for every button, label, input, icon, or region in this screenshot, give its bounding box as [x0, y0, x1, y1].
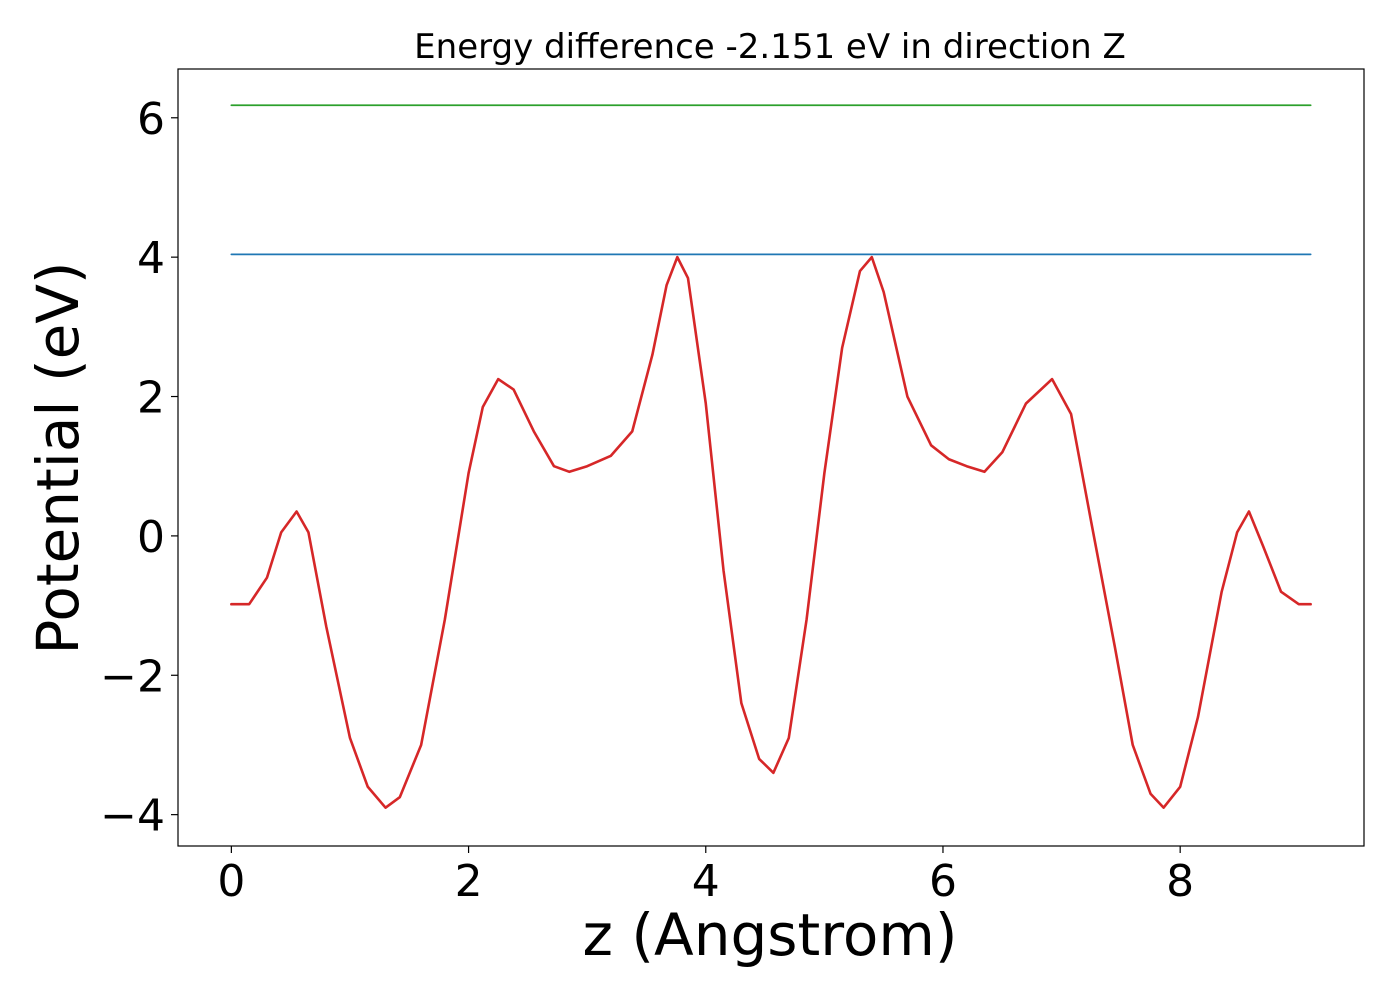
y-tick-label: 2: [137, 373, 165, 424]
x-axis: 0 2 4 6 8: [217, 846, 1194, 907]
y-tick-label: 0: [137, 512, 165, 563]
x-tick-label: 4: [692, 856, 720, 907]
x-tick-label: 6: [929, 856, 957, 907]
y-axis: −4 −2 0 2 4 6: [100, 94, 178, 842]
x-tick-label: 0: [217, 856, 245, 907]
x-tick-label: 8: [1166, 856, 1194, 907]
x-axis-label: z (Angstrom): [583, 901, 958, 969]
y-axis-label: Potential (eV): [24, 261, 92, 654]
plot-area: [230, 104, 1312, 809]
plot-frame: [177, 68, 1365, 847]
series-line-0: [230, 255, 1312, 809]
y-tick-label: −4: [100, 791, 165, 842]
chart-title: Energy difference -2.151 eV in direction…: [414, 27, 1126, 67]
y-tick-label: −2: [100, 651, 165, 702]
x-tick-label: 2: [455, 856, 483, 907]
y-tick-label: 4: [137, 233, 165, 284]
y-tick-label: 6: [137, 94, 165, 145]
